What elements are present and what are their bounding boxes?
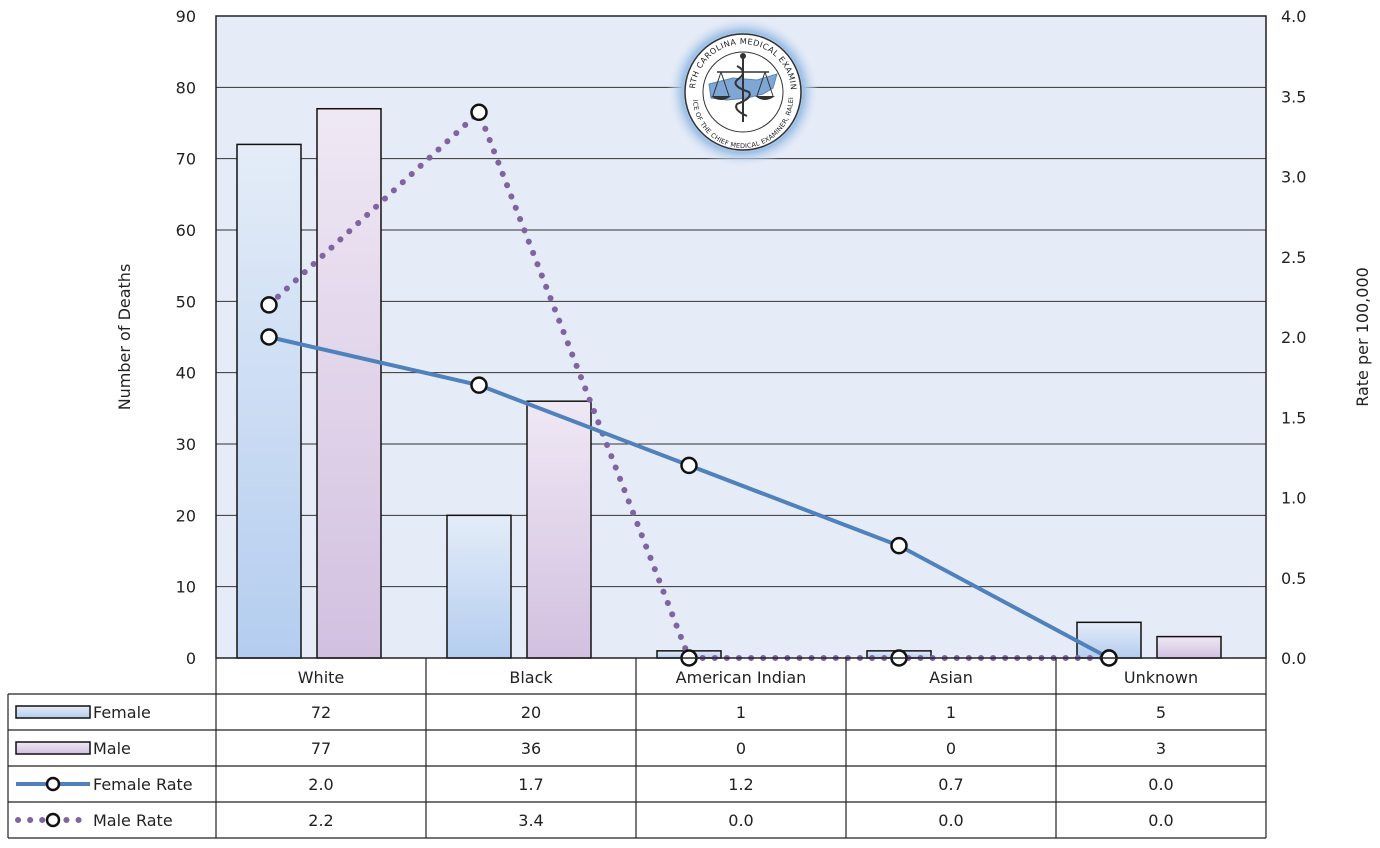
female-rate-point bbox=[260, 328, 278, 346]
bar-female bbox=[446, 514, 512, 659]
male-rate-point bbox=[260, 296, 278, 314]
table-cell: 0.0 bbox=[728, 811, 753, 830]
table-cell: 36 bbox=[521, 739, 541, 758]
legend-marker bbox=[45, 812, 61, 828]
y2-tick-label: 1.5 bbox=[1281, 408, 1306, 427]
table-cell: 0.0 bbox=[1148, 775, 1173, 794]
legend-label: Female Rate bbox=[93, 775, 193, 794]
y2-tick-label: 3.0 bbox=[1281, 168, 1306, 187]
x-tick-label: Asian bbox=[929, 668, 973, 687]
y2-tick-label: 0.0 bbox=[1281, 649, 1306, 668]
gridlines bbox=[216, 86, 1266, 588]
y2-tick-label: 1.0 bbox=[1281, 489, 1306, 508]
y-tick-label: 10 bbox=[176, 578, 196, 597]
legend-label: Male bbox=[93, 739, 131, 758]
female-rate-point bbox=[680, 456, 698, 475]
female-rate-point bbox=[890, 536, 908, 555]
table-cell: 72 bbox=[311, 703, 331, 722]
table-cell: 2.2 bbox=[308, 811, 333, 830]
male-rate-point bbox=[470, 103, 488, 122]
x-tick-label: Unknown bbox=[1124, 668, 1198, 687]
bar-male bbox=[1156, 635, 1222, 659]
table-cell: 1.7 bbox=[518, 775, 543, 794]
y-tick-label: 0 bbox=[186, 649, 196, 668]
table-cell: 1 bbox=[946, 703, 956, 722]
table-cell: 3 bbox=[1156, 739, 1166, 758]
table-cell: 0 bbox=[946, 739, 956, 758]
table-cell: 1.2 bbox=[728, 775, 753, 794]
y-tick-label: 60 bbox=[176, 221, 196, 240]
left-axis-ticks: 0 10 20 30 40 50 60 70 80 90 bbox=[176, 7, 196, 668]
y-tick-label: 50 bbox=[176, 292, 196, 311]
bar-male bbox=[316, 107, 382, 659]
legend-key-male bbox=[15, 741, 91, 755]
plot-border bbox=[215, 15, 1267, 659]
y-tick-label: 20 bbox=[176, 506, 196, 525]
bar-male bbox=[526, 400, 592, 659]
x-tick-label: Black bbox=[509, 668, 553, 687]
north-carolina-medical-examiner-seal: NORTH CAROLINA MEDICAL EXAMINER OFFICE O… bbox=[667, 16, 819, 168]
legend-label: Female bbox=[93, 703, 151, 722]
data-table: White Black American Indian Asian Unknown Fem… bbox=[7, 658, 1267, 839]
y2-tick-label: 0.5 bbox=[1281, 569, 1306, 588]
legend-key-female bbox=[15, 705, 91, 719]
y2-tick-label: 2.5 bbox=[1281, 248, 1306, 267]
y2-tick-label: 2.0 bbox=[1281, 328, 1306, 347]
y2-tick-label: 3.5 bbox=[1281, 87, 1306, 106]
legend-label: Male Rate bbox=[93, 811, 173, 830]
bars bbox=[236, 107, 1222, 659]
table-cell: 2.0 bbox=[308, 775, 333, 794]
x-tick-label: American Indian bbox=[676, 668, 807, 687]
bar-female bbox=[236, 143, 302, 659]
y-tick-label: 70 bbox=[176, 150, 196, 169]
y2-tick-label: 4.0 bbox=[1281, 7, 1306, 26]
y-tick-label: 90 bbox=[176, 7, 196, 26]
table-cell: 0.0 bbox=[1148, 811, 1173, 830]
table-cell: 1 bbox=[736, 703, 746, 722]
table-cell: 0.7 bbox=[938, 775, 963, 794]
y2-axis-title: Rate per 100,000 bbox=[1353, 267, 1372, 407]
y-axis-title: Number of Deaths bbox=[115, 264, 134, 411]
table-cell: 0 bbox=[736, 739, 746, 758]
table-cell: 5 bbox=[1156, 703, 1166, 722]
table-cell: 0.0 bbox=[938, 811, 963, 830]
table-cell: 3.4 bbox=[518, 811, 543, 830]
x-tick-label: White bbox=[298, 668, 345, 687]
y-tick-label: 40 bbox=[176, 364, 196, 383]
table-cell: 77 bbox=[311, 739, 331, 758]
female-rate-point bbox=[470, 376, 488, 394]
table-cell: 20 bbox=[521, 703, 541, 722]
y-tick-label: 80 bbox=[176, 78, 196, 97]
right-axis-ticks: 0.0 0.5 1.0 1.5 2.0 2.5 3.0 3.5 4.0 bbox=[1281, 7, 1306, 668]
legend-marker bbox=[45, 776, 61, 792]
y-tick-label: 30 bbox=[176, 435, 196, 454]
